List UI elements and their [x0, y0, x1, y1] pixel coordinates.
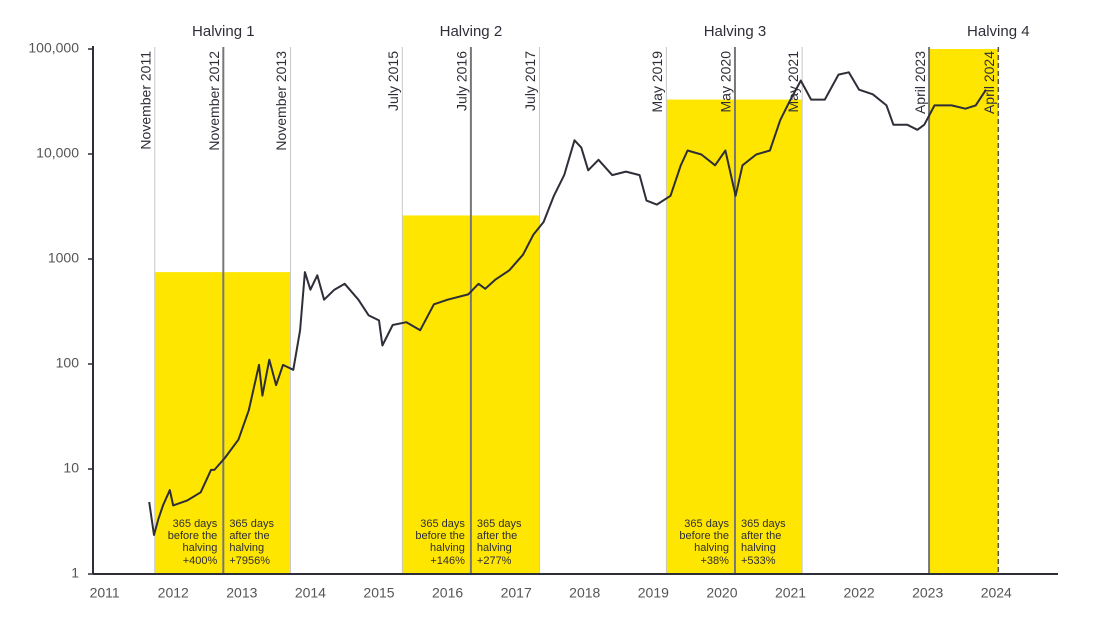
change-label: +277%	[477, 555, 512, 567]
price-line	[148, 71, 987, 536]
x-tick-label: 2016	[432, 585, 463, 601]
annotation: 365 days	[173, 518, 218, 530]
x-tick-label: 2024	[981, 585, 1012, 601]
y-tick-label: 10	[63, 460, 79, 476]
annotation: halving	[229, 542, 264, 554]
event-label: April 2023	[912, 51, 928, 114]
y-tick-label: 1000	[48, 250, 79, 266]
halving-title: Halving 1	[192, 23, 255, 40]
x-tick-label: 2018	[569, 585, 600, 601]
y-tick-label: 1	[71, 565, 79, 581]
halving-title: Halving 3	[704, 23, 767, 40]
annotation: after the	[229, 530, 269, 542]
annotation: halving	[430, 542, 465, 554]
x-tick-label: 2013	[226, 585, 257, 601]
event-label: July 2015	[385, 51, 401, 111]
halving-band	[929, 49, 999, 574]
annotation: 365 days	[684, 518, 729, 530]
annotation: 365 days	[229, 518, 274, 530]
change-label: +7956%	[229, 555, 270, 567]
change-label: +38%	[701, 555, 730, 567]
x-tick-label: 2017	[501, 585, 532, 601]
annotation: halving	[741, 542, 776, 554]
annotation: before the	[168, 530, 218, 542]
x-tick-label: 2011	[90, 585, 120, 601]
x-tick-label: 2023	[912, 585, 943, 601]
event-label: July 2016	[454, 51, 470, 111]
annotation: halving	[477, 542, 512, 554]
x-tick-label: 2019	[638, 585, 669, 601]
halving-title: Halving 4	[967, 23, 1030, 40]
y-tick-label: 10,000	[36, 145, 79, 161]
x-tick-label: 2020	[706, 585, 737, 601]
annotation: before the	[679, 530, 729, 542]
annotation: before the	[415, 530, 465, 542]
change-label: +400%	[183, 555, 218, 567]
x-tick-label: 2021	[775, 585, 806, 601]
annotation: halving	[694, 542, 729, 554]
event-label: May 2020	[718, 51, 734, 113]
event-label: May 2021	[785, 51, 801, 113]
event-label: April 2024	[981, 51, 997, 114]
change-label: +533%	[741, 555, 776, 567]
event-label: July 2017	[522, 51, 538, 111]
halving-title: Halving 2	[440, 23, 503, 40]
annotation: after the	[477, 530, 517, 542]
x-tick-label: 2022	[844, 585, 875, 601]
x-tick-label: 2015	[363, 585, 394, 601]
change-label: +146%	[430, 555, 465, 567]
y-tick-label: 100,000	[28, 40, 79, 56]
annotation: after the	[741, 530, 781, 542]
x-tick-label: 2012	[158, 585, 189, 601]
x-tick-label: 2014	[295, 585, 326, 601]
annotation: 365 days	[420, 518, 465, 530]
event-label: May 2019	[649, 51, 665, 113]
annotation: 365 days	[477, 518, 522, 530]
y-tick-label: 100	[56, 355, 80, 371]
annotation: halving	[182, 542, 217, 554]
annotation: 365 days	[741, 518, 786, 530]
event-label: November 2013	[273, 51, 289, 151]
event-label: November 2011	[137, 51, 153, 150]
event-label: November 2012	[206, 51, 222, 151]
